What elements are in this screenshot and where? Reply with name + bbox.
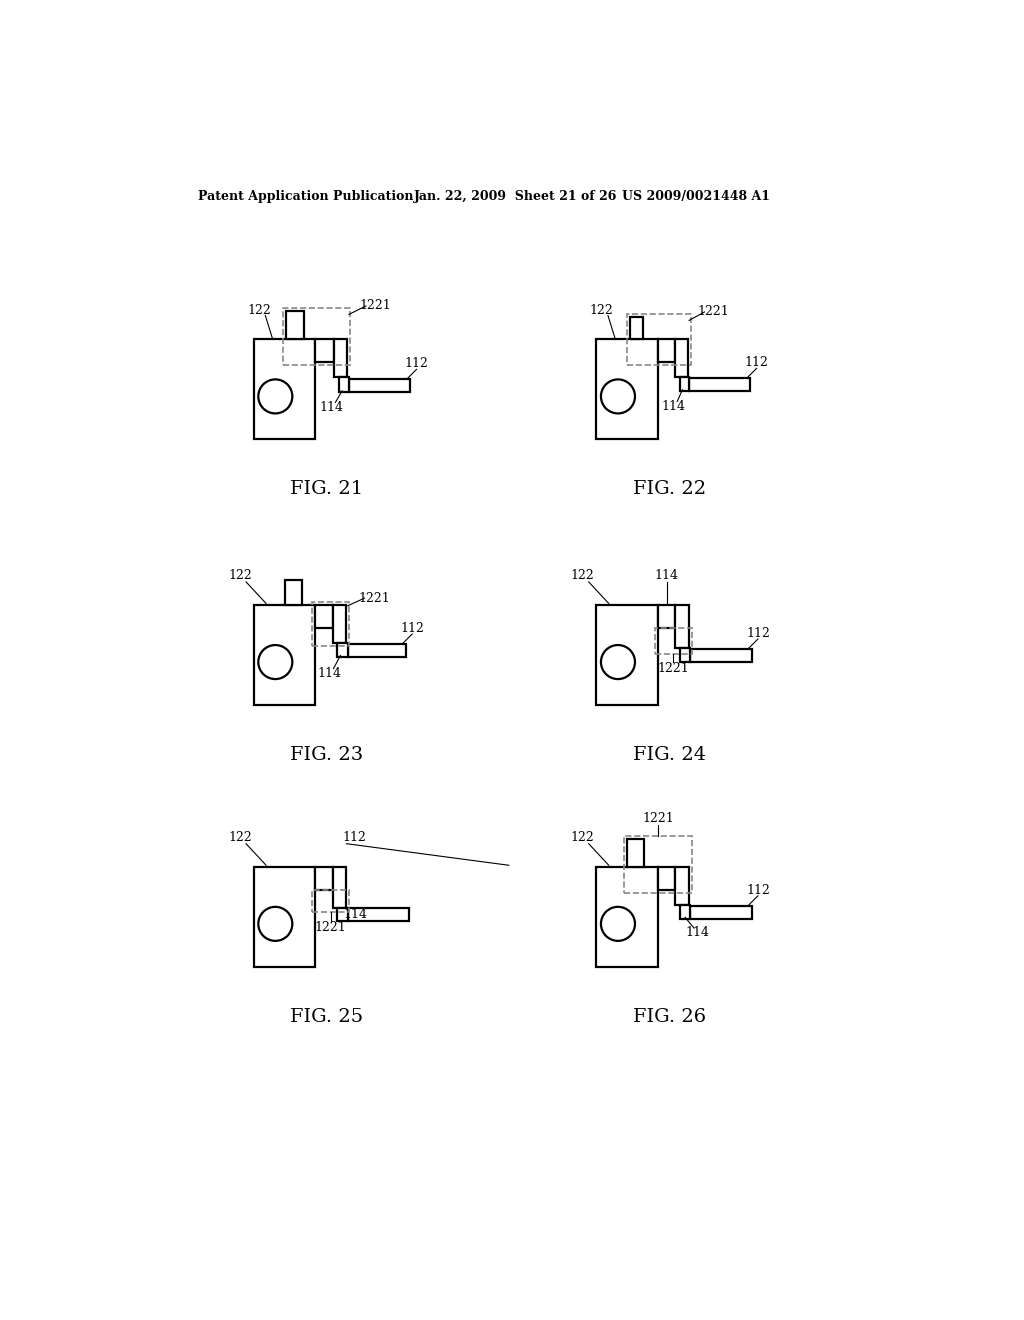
Text: 122: 122	[228, 569, 252, 582]
Polygon shape	[690, 649, 752, 663]
Polygon shape	[690, 906, 752, 919]
Text: 112: 112	[400, 622, 424, 635]
Polygon shape	[675, 867, 689, 904]
Text: 122: 122	[570, 832, 594, 843]
Polygon shape	[680, 378, 689, 392]
Text: Jan. 22, 2009  Sheet 21 of 26: Jan. 22, 2009 Sheet 21 of 26	[414, 190, 617, 203]
Text: 1221: 1221	[657, 661, 689, 675]
Text: 1221: 1221	[358, 591, 390, 605]
Bar	[627, 314, 690, 366]
Polygon shape	[658, 605, 675, 628]
Polygon shape	[254, 605, 315, 705]
Text: FIG. 22: FIG. 22	[633, 480, 707, 499]
Text: 1221: 1221	[359, 300, 391, 313]
Text: 114: 114	[662, 400, 685, 413]
Polygon shape	[254, 867, 315, 966]
Polygon shape	[680, 648, 690, 663]
Text: FIG. 26: FIG. 26	[633, 1008, 707, 1026]
Polygon shape	[315, 605, 333, 628]
Polygon shape	[339, 378, 349, 392]
Polygon shape	[315, 867, 333, 890]
Text: 1221: 1221	[642, 812, 674, 825]
Polygon shape	[315, 339, 334, 363]
Polygon shape	[347, 908, 410, 921]
Circle shape	[258, 379, 292, 413]
Text: Patent Application Publication: Patent Application Publication	[199, 190, 414, 203]
Polygon shape	[680, 904, 690, 919]
Text: FIG. 23: FIG. 23	[290, 746, 364, 764]
Text: 122: 122	[228, 832, 252, 843]
Polygon shape	[675, 339, 687, 378]
Text: 122: 122	[590, 304, 613, 317]
Circle shape	[601, 645, 635, 678]
Polygon shape	[630, 317, 643, 339]
Circle shape	[601, 907, 635, 941]
Polygon shape	[254, 339, 315, 440]
Polygon shape	[349, 379, 411, 392]
Text: 114: 114	[686, 927, 710, 940]
Polygon shape	[596, 339, 658, 440]
Text: 114: 114	[343, 908, 368, 921]
Polygon shape	[333, 605, 346, 643]
Text: 112: 112	[746, 884, 770, 896]
Text: 122: 122	[247, 304, 271, 317]
Polygon shape	[347, 644, 407, 657]
Text: FIG. 24: FIG. 24	[633, 746, 707, 764]
Text: 112: 112	[746, 627, 770, 640]
Text: FIG. 25: FIG. 25	[291, 1008, 364, 1026]
Text: 112: 112	[342, 832, 367, 843]
Polygon shape	[596, 605, 658, 705]
Polygon shape	[337, 643, 347, 657]
Text: 112: 112	[744, 356, 768, 370]
Polygon shape	[334, 339, 347, 378]
Text: 112: 112	[404, 358, 428, 371]
Bar	[625, 836, 692, 892]
Circle shape	[258, 907, 292, 941]
Polygon shape	[596, 867, 658, 966]
Polygon shape	[675, 605, 689, 648]
Polygon shape	[689, 379, 751, 392]
Text: 114: 114	[654, 569, 679, 582]
Polygon shape	[337, 908, 347, 921]
Polygon shape	[286, 312, 304, 339]
Bar	[655, 628, 692, 655]
Bar	[312, 890, 349, 912]
Polygon shape	[658, 867, 675, 890]
Polygon shape	[628, 838, 644, 867]
Bar	[283, 309, 350, 366]
Polygon shape	[333, 867, 346, 908]
Bar	[312, 602, 349, 645]
Text: 114: 114	[317, 668, 342, 681]
Text: US 2009/0021448 A1: US 2009/0021448 A1	[622, 190, 770, 203]
Text: 122: 122	[570, 569, 594, 582]
Polygon shape	[285, 579, 302, 605]
Circle shape	[258, 645, 292, 678]
Text: 114: 114	[319, 401, 344, 414]
Text: 1221: 1221	[698, 305, 730, 318]
Polygon shape	[658, 339, 675, 363]
Text: 1221: 1221	[315, 921, 347, 935]
Circle shape	[601, 379, 635, 413]
Text: FIG. 21: FIG. 21	[291, 480, 364, 499]
